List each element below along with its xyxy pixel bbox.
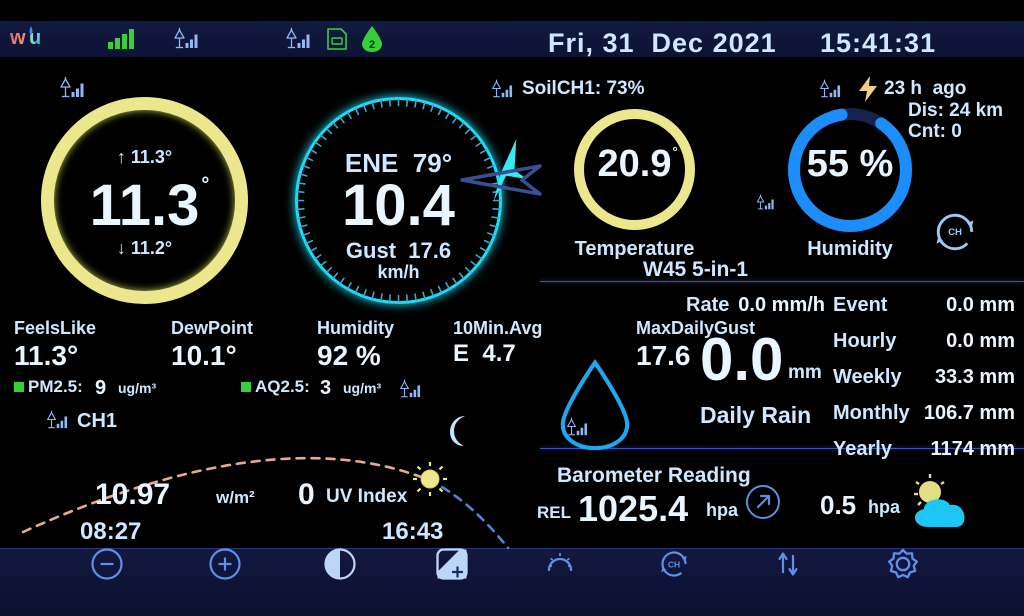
svg-text:2: 2 [369,39,375,51]
svg-text:w: w [10,27,26,49]
svg-text:CH: CH [948,227,962,238]
svg-text:CH: CH [668,560,680,570]
